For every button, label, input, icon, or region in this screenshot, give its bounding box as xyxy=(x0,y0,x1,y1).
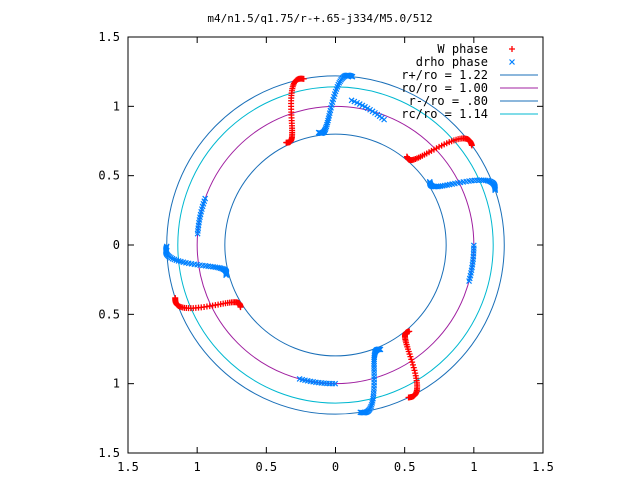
y-tick-label-3: 0 xyxy=(113,238,120,252)
legend-swatch-0 xyxy=(509,46,515,52)
x-tick-label-6: 1.5 xyxy=(532,460,554,474)
w-point-183 xyxy=(237,304,244,311)
trail-point-409 xyxy=(332,380,339,387)
x-tick-label-5: 1 xyxy=(470,460,477,474)
drho-point-291 xyxy=(478,177,485,184)
drho-point-229 xyxy=(377,346,384,353)
axis-ticks: 1.5 1 0.5 0 0.5 1 1.51.510.500.511.5 xyxy=(98,30,554,474)
x-tick-label-0: 1.5 xyxy=(117,460,139,474)
y-tick-label-6: 1.5 xyxy=(98,30,120,44)
legend-label-2: r+/ro = 1.22 xyxy=(401,68,488,82)
y-tick-label-4: 0.5 xyxy=(98,169,120,183)
trail-point-381 xyxy=(348,97,355,104)
x-tick-label-4: 0.5 xyxy=(394,460,416,474)
drho-point-321 xyxy=(426,178,433,185)
w-point-252 xyxy=(409,361,416,368)
w-point-56 xyxy=(291,79,298,86)
w-point-250 xyxy=(411,367,418,374)
legend-label-0: W phase xyxy=(437,42,488,56)
drho-point-45 xyxy=(315,129,322,136)
y-tick-label-2: 0.5 xyxy=(98,307,120,321)
chart-title: m4/n1.5/q1.75/r-+.65-j334/M5.0/512 xyxy=(207,12,432,25)
w-point-254 xyxy=(408,356,415,363)
y-tick-label-1: 1 xyxy=(113,377,120,391)
legend-label-3: ro/ro = 1.00 xyxy=(401,81,488,95)
trail-point-423 xyxy=(470,242,477,249)
w-point-91 xyxy=(283,139,290,146)
circle-curve-1 xyxy=(196,105,475,385)
drho-point-137 xyxy=(223,272,230,279)
legend-label-5: rc/ro = 1.14 xyxy=(401,107,488,121)
x-tick-label-3: 0 xyxy=(332,460,339,474)
legend-swatch-1 xyxy=(509,59,515,65)
circle-curve-2 xyxy=(224,133,447,357)
circle-curve-0 xyxy=(166,75,505,415)
w-point-275 xyxy=(406,328,413,335)
drho-point-290 xyxy=(480,177,487,184)
y-tick-label-5: 1 xyxy=(113,99,120,113)
y-tick-label-0: 1.5 xyxy=(98,446,120,460)
legend-label-4: r-/ro = .80 xyxy=(409,94,488,108)
legend-label-1: drho phase xyxy=(416,55,488,69)
w-point-249 xyxy=(412,370,419,377)
w-point-251 xyxy=(410,364,417,371)
drho-point-196 xyxy=(368,403,374,410)
drho-point-31 xyxy=(323,121,330,128)
w-point-253 xyxy=(409,359,416,366)
x-tick-label-2: 0.5 xyxy=(255,460,277,474)
circle-curves xyxy=(166,75,505,415)
x-tick-label-1: 1 xyxy=(194,460,201,474)
data-points xyxy=(162,46,515,416)
trail-point-395 xyxy=(194,230,201,237)
drho-point-212 xyxy=(371,363,377,369)
w-point-367 xyxy=(403,153,410,160)
